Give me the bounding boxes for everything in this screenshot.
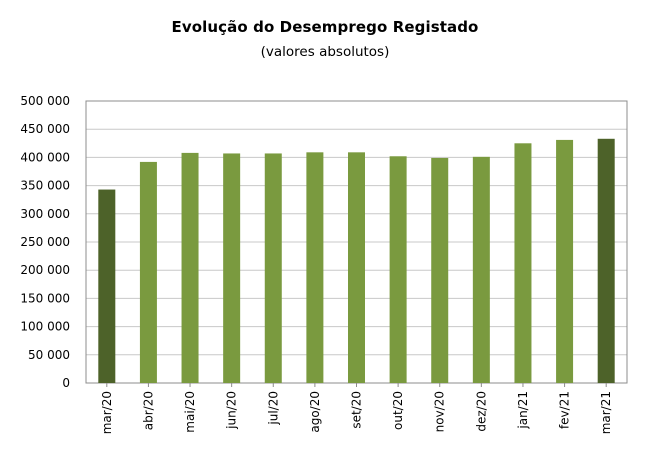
- x-tick-label: mar/21: [599, 391, 613, 434]
- y-tick-label: 300 000: [20, 207, 70, 221]
- y-tick-label: 0: [62, 376, 70, 390]
- x-tick-label: mai/20: [183, 391, 197, 433]
- y-tick-label: 350 000: [20, 179, 70, 193]
- y-tick-label: 250 000: [20, 235, 70, 249]
- x-tick-label: jul/20: [266, 391, 280, 426]
- bar: [389, 156, 407, 383]
- y-tick-label: 100 000: [20, 320, 70, 334]
- bar: [139, 161, 157, 383]
- bar: [264, 153, 282, 383]
- bar: [597, 138, 615, 383]
- y-tick-label: 500 000: [20, 94, 70, 108]
- x-tick-label: jan/21: [516, 391, 530, 430]
- chart-subtitle: (valores absolutos): [260, 44, 390, 60]
- chart-title: Evolução do Desemprego Registado: [171, 18, 479, 36]
- bar: [556, 139, 574, 383]
- bar: [348, 152, 365, 383]
- x-tick-label: set/20: [350, 391, 364, 429]
- x-tick-label: out/20: [391, 391, 405, 430]
- y-tick-label: 150 000: [20, 291, 70, 305]
- x-tick-label: mar/20: [100, 391, 114, 434]
- bar: [98, 189, 116, 383]
- y-tick-label: 450 000: [20, 122, 70, 136]
- bar: [514, 143, 532, 383]
- y-tick-label: 50 000: [28, 348, 70, 362]
- y-tick-label: 400 000: [20, 150, 70, 164]
- bar: [181, 152, 199, 383]
- x-tick-label: jun/20: [225, 391, 239, 430]
- x-tick-label: ago/20: [308, 391, 322, 433]
- x-tick-label: fev/21: [558, 391, 572, 429]
- bar: [472, 156, 490, 383]
- y-tick-label: 200 000: [20, 263, 70, 277]
- bar: [431, 157, 449, 383]
- x-tick-label: abr/20: [141, 391, 155, 430]
- bar: [306, 152, 324, 383]
- x-tick-label: nov/20: [433, 391, 447, 432]
- x-tick-label: dez/20: [474, 391, 488, 432]
- bar: [223, 153, 241, 383]
